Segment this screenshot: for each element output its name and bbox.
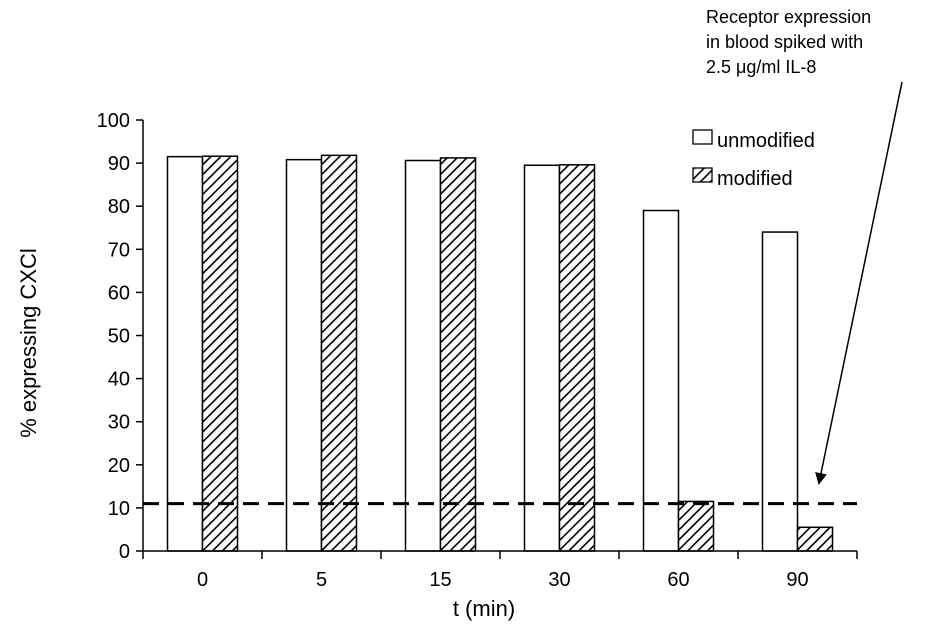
legend-label-modified: modified: [717, 168, 793, 190]
annotation-line-1: Receptor expression: [706, 7, 871, 27]
annotation: Receptor expression in blood spiked with…: [706, 7, 902, 483]
y-axis-ticks: 0 10 20 30 40 50 60 70 80 90 100: [97, 110, 143, 563]
x-tick-label: 0: [197, 569, 208, 591]
bar-modified-15: [441, 158, 476, 551]
y-tick-label: 50: [108, 326, 130, 348]
bar-modified-30: [560, 165, 595, 551]
annotation-line-2: in blood spiked with: [706, 32, 863, 52]
legend: unmodified modified: [693, 130, 815, 190]
y-tick-label: 30: [108, 412, 130, 434]
annotation-arrow: [819, 82, 902, 483]
bar-modified-60: [679, 501, 714, 551]
bar-unmodified-15: [406, 161, 441, 551]
y-tick-label: 10: [108, 498, 130, 520]
x-tick-label: 5: [316, 569, 327, 591]
y-tick-label: 0: [119, 541, 130, 563]
y-tick-label: 40: [108, 369, 130, 391]
bars-group: [168, 155, 833, 551]
y-tick-label: 90: [108, 153, 130, 175]
y-tick-label: 80: [108, 196, 130, 218]
x-tick-label: 15: [429, 569, 451, 591]
bar-unmodified-60: [644, 211, 679, 551]
x-axis-label: t (min): [453, 596, 515, 621]
x-tick-label: 60: [667, 569, 689, 591]
bar-modified-5: [322, 155, 357, 551]
y-axis-label: % expressing CXCl: [16, 248, 41, 438]
legend-swatch-unmodified: [693, 130, 712, 144]
legend-swatch-modified: [693, 168, 712, 182]
bar-modified-0: [203, 156, 238, 551]
y-tick-label: 100: [97, 110, 130, 132]
y-tick-label: 60: [108, 282, 130, 304]
legend-label-unmodified: unmodified: [717, 130, 815, 152]
y-tick-label: 70: [108, 239, 130, 261]
annotation-line-3: 2.5 μg/ml IL-8: [706, 57, 816, 77]
x-axis-ticks: 0 5 15 30 60 90: [143, 551, 857, 591]
y-tick-label: 20: [108, 455, 130, 477]
x-tick-label: 90: [786, 569, 808, 591]
bar-unmodified-30: [525, 165, 560, 551]
x-tick-label: 30: [548, 569, 570, 591]
bar-unmodified-5: [287, 160, 322, 551]
bar-unmodified-0: [168, 157, 203, 551]
bar-modified-90: [798, 527, 833, 551]
